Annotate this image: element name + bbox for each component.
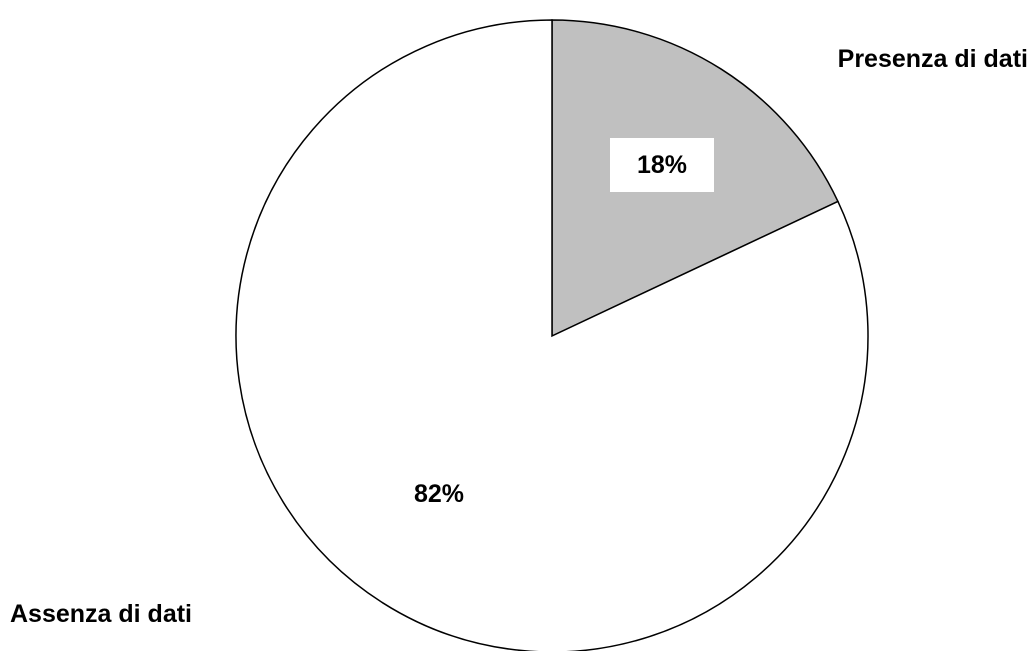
slice-value-text: 82% [414, 480, 464, 508]
category-label-2: Assenza di dati [10, 600, 192, 628]
value-label-background [610, 138, 714, 192]
slice-value-text: 18% [637, 151, 687, 179]
category-label-1: Presenza di dati [838, 45, 1028, 73]
value-label-2: 82% [414, 480, 464, 508]
pie-slice-2 [235, 19, 869, 651]
pie-labels: 18% Presenza di dati 82% Assenza di dati [10, 45, 1028, 628]
value-label-1: 18% [610, 138, 714, 192]
pie-slices [235, 19, 869, 651]
